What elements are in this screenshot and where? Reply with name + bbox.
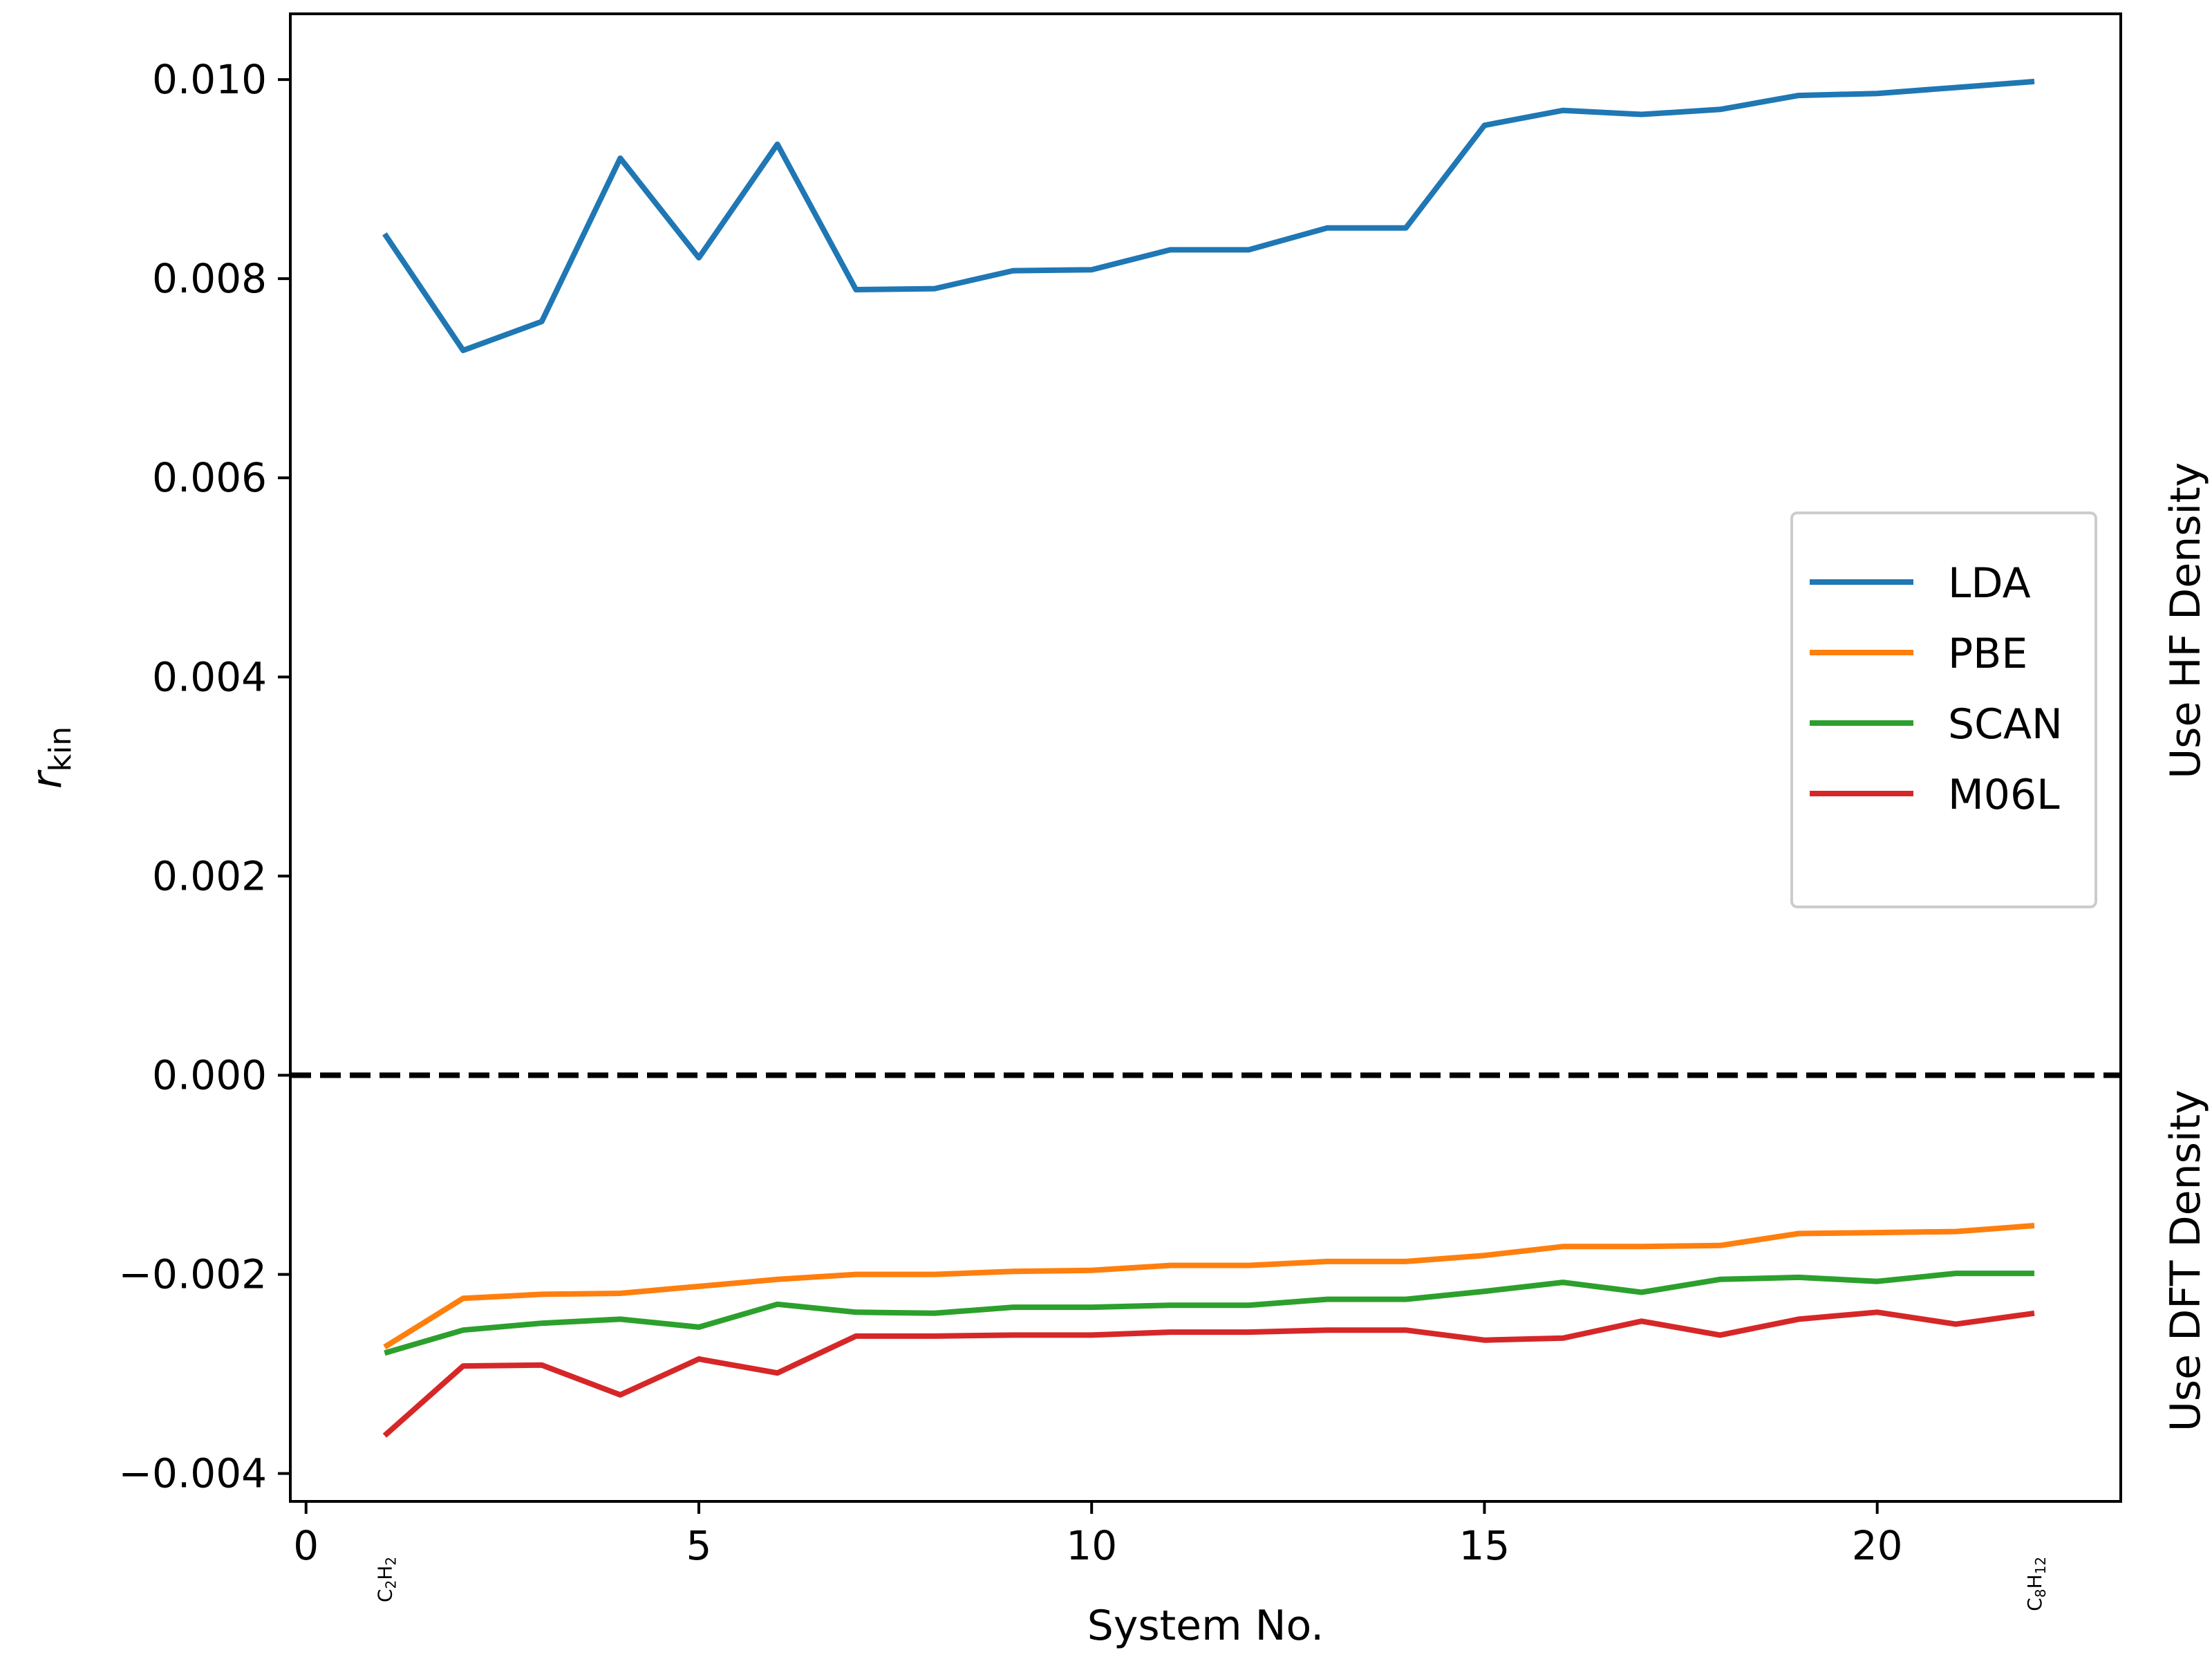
x-tick-label: 5 [686,1522,712,1569]
y-tick-label: 0.000 [152,1051,267,1098]
x-tick-label: 0 [293,1522,319,1569]
system-formula-label: C8H12 [2023,1557,2049,1611]
legend-label-pbe: PBE [1948,630,2027,678]
legend: LDA PBE SCAN M06L [1790,512,2097,908]
legend-label-lda: LDA [1948,559,2031,608]
y-tick-label: 0.010 [152,56,267,103]
formula-part: 2 [382,1580,399,1589]
x-axis: 0 5 10 15 20 [293,1501,1903,1569]
legend-items: LDA PBE SCAN M06L [1810,559,2063,819]
side-label-lower: Use DFT Density [2162,1089,2210,1432]
legend-box [1790,512,2097,908]
y-tick-label: −0.002 [118,1251,267,1298]
y-axis-label-subscript: kin [43,727,78,772]
legend-label-scan: SCAN [1948,700,2063,749]
formula-part: H [2023,1574,2046,1588]
y-axis: 0.010 0.008 0.006 0.004 0.002 0.000 −0.002 −0.0… [118,56,290,1497]
system-formula-label: C2H2 [373,1557,399,1602]
y-tick-label: −0.004 [118,1450,267,1497]
formula-part: 8 [2032,1589,2049,1598]
series-line-pbe [383,1223,2035,1350]
y-axis-label-main: r [23,769,71,789]
formula-part: 2 [382,1557,399,1566]
plot-lines [382,78,2035,1438]
y-tick-label: 0.002 [152,852,267,899]
series-line-m06l [382,1309,2035,1438]
y-tick-label: 0.006 [152,454,267,501]
y-axis-label: rkin [23,727,78,789]
x-tick-label: 10 [1066,1522,1117,1569]
formula-part: C [373,1589,396,1603]
x-axis-label: System No. [1087,1602,1324,1650]
formula-part: C [2023,1597,2046,1611]
y-tick-label: 0.008 [152,255,267,302]
x-tick-label: 15 [1459,1522,1510,1569]
formula-part: 12 [2032,1557,2049,1574]
x-tick-label: 20 [1852,1522,1903,1569]
series-line-scan [384,1271,2034,1356]
formula-part: H [373,1566,396,1580]
y-tick-label: 0.004 [152,653,267,700]
plot-frame [289,12,2122,1503]
series-line-lda [382,78,2035,353]
legend-label-m06l: M06L [1948,771,2060,819]
side-label-upper: Use HF Density [2162,462,2210,779]
